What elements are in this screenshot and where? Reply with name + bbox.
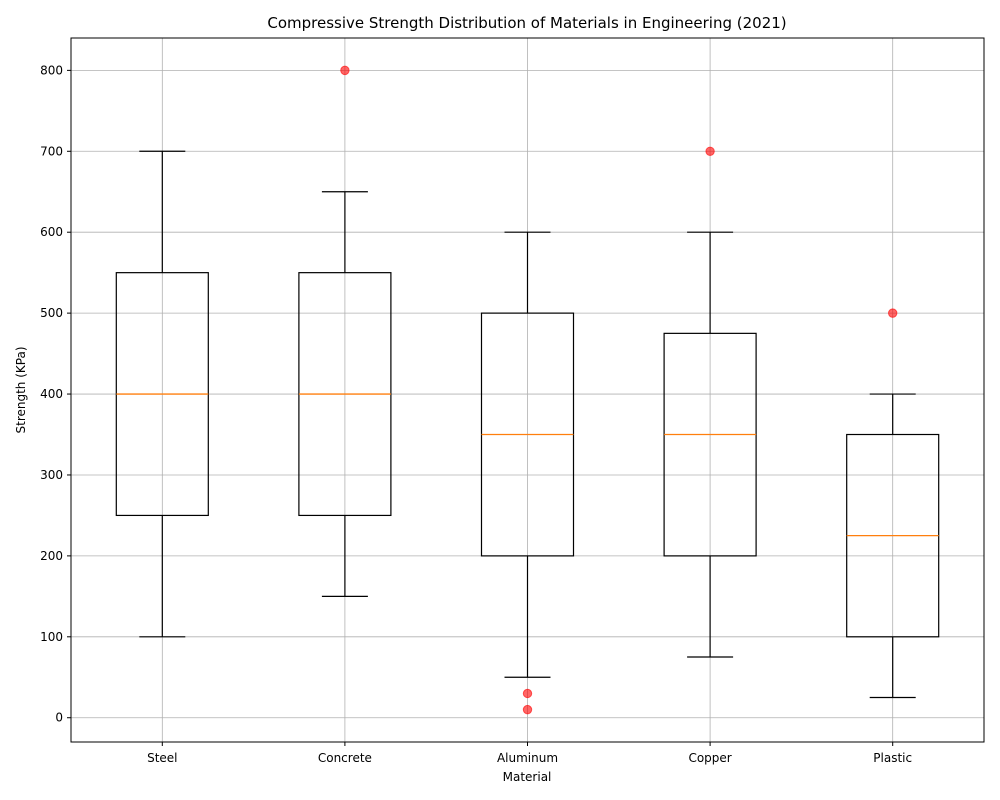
outlier-point-plastic [888,308,898,318]
outlier-point-aluminum [522,704,533,715]
box-copper [663,332,757,557]
y-tick-label: 300 [40,468,63,482]
y-tick-label: 500 [40,306,63,320]
y-axis-label: Strength (KPa) [14,346,28,433]
y-tick-label: 200 [40,549,63,563]
y-tick-label: 0 [55,711,63,725]
y-tick-label: 100 [40,630,63,644]
x-tick-label: Plastic [873,751,912,765]
y-tick-label: 700 [40,144,63,158]
y-tick-label: 800 [40,63,63,77]
x-tick-label: Concrete [318,751,372,765]
x-tick-label: Copper [688,751,731,765]
x-tick-label: Aluminum [497,751,558,765]
outlier-point-concrete [340,65,350,76]
outlier-point-copper [705,146,715,156]
x-axis-label: Material [503,770,552,784]
y-tick-label: 400 [40,387,63,401]
x-tick-label: Steel [147,751,177,765]
y-tick-label: 600 [40,225,63,239]
outlier-point-aluminum [522,688,533,699]
chart-title: Compressive Strength Distribution of Mat… [267,14,786,32]
